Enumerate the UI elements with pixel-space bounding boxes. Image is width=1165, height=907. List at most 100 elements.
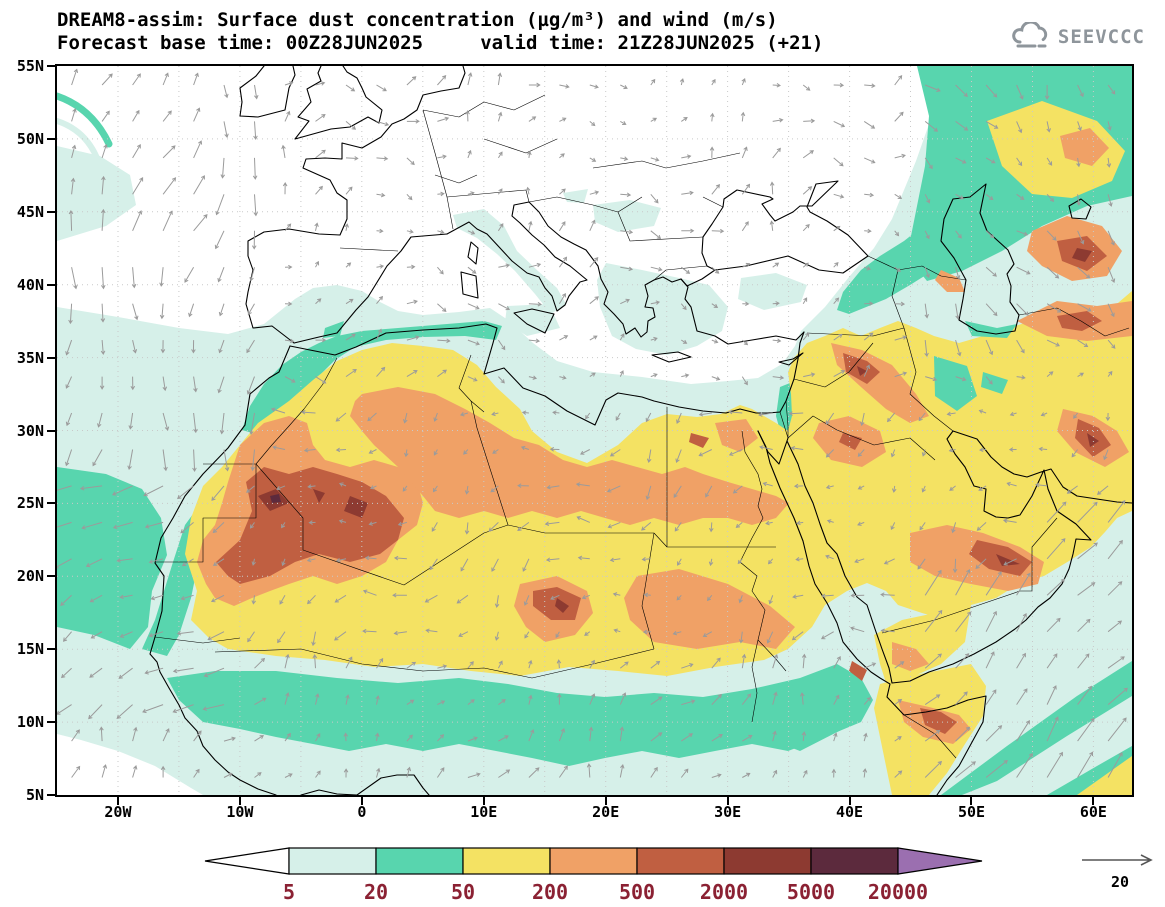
x-tick-label: 20W [104, 803, 132, 821]
colorbar-label: 20 [364, 880, 388, 903]
y-tick-label: 30N [16, 421, 44, 440]
wind-reference-arrow-icon [1082, 854, 1153, 866]
logo-text: SEEVCCC [1057, 26, 1145, 48]
cloud-icon [1009, 20, 1051, 52]
x-axis-tick [360, 797, 363, 805]
border-arabia [785, 327, 1058, 634]
graticule-lines [57, 66, 1132, 795]
fill-turkmen-brick [1057, 311, 1102, 331]
country-borders [154, 94, 1130, 759]
x-tick-label: 0 [357, 803, 367, 821]
figure-titles: DREAM8-assim: Surface dust concentration… [57, 9, 823, 55]
border-israel-jordan [779, 411, 789, 439]
coast-iberia-france-northsea [245, 66, 466, 344]
fill-danakil-brick [849, 661, 867, 681]
fill-dark-spot-rub-al-khali [996, 554, 1020, 566]
wind-arrows [57, 68, 1128, 778]
fill-azerbaijan-orange [935, 270, 965, 292]
coast-red-sea-west-gulf-of-aden [757, 430, 987, 795]
y-axis-tick [47, 283, 57, 286]
fill-dark-spot-sistan [1087, 433, 1099, 447]
x-axis-tick [1092, 797, 1095, 805]
x-axis-tick [970, 797, 973, 805]
x-axis-tick [238, 797, 241, 805]
coast-britain [294, 66, 383, 140]
y-axis-tick [47, 356, 57, 359]
border-western-sahara [155, 463, 257, 563]
coast-ireland [239, 66, 296, 118]
chart-title: DREAM8-assim: Surface dust concentration… [57, 9, 778, 31]
coast-aral [1068, 198, 1092, 220]
y-axis-tick [47, 137, 57, 140]
fill-dark-spot-algeria-2 [313, 489, 325, 503]
coast-spain-med [293, 233, 448, 344]
coast-sinai [757, 430, 789, 465]
fill-central-sahara-orange [350, 387, 789, 525]
coast-arabia-gulf-iran [786, 430, 1132, 684]
x-tick-label: 50E [957, 803, 986, 821]
fill-balkan-cyan [593, 200, 661, 232]
coast-corsica [467, 241, 479, 265]
fill-egypt-brick [689, 433, 709, 448]
x-tick-label: 10W [226, 803, 254, 821]
colorbar-arrow-below-min [204, 847, 290, 875]
fill-iran-teal-spot [981, 372, 1008, 394]
fill-corner-yellow-wedge [1077, 756, 1132, 795]
border-egypt-libya-sudan [641, 407, 776, 650]
x-axis-tick [726, 797, 729, 805]
y-axis-tick [47, 65, 57, 67]
x-tick-label: 20E [592, 803, 620, 821]
colorbar-label: 20000 [868, 880, 928, 903]
border-tunisia-libya-algeria [458, 354, 509, 526]
colorbar-segment [549, 847, 638, 875]
coastlines [149, 66, 1132, 795]
border-senegal-mauritania [154, 636, 241, 644]
fill-northeast-yellow [987, 101, 1125, 198]
fill-sudan-orange [624, 569, 795, 649]
colorbar-label: 50 [451, 880, 475, 903]
dust-fill-contours [57, 66, 1132, 795]
fill-atlantic-teal [57, 467, 167, 649]
y-tick-label: 10N [16, 713, 44, 732]
fill-darkest-spot-mauritania [270, 494, 281, 503]
colorbar-legend: 5 20 50 200 500 2000 5000 20000 [203, 845, 993, 907]
fill-northeast-orange-spot [1060, 128, 1109, 166]
colorbar-segment [288, 847, 377, 875]
map-frame [55, 64, 1134, 797]
coast-sicily [513, 308, 555, 334]
border-sahel [214, 648, 655, 679]
fill-arabian-sea-teal-band [941, 661, 1132, 795]
fill-italy-cyan [453, 209, 566, 314]
coast-black-sea [680, 180, 869, 287]
x-axis-tick [604, 797, 607, 805]
colorbar-label: 5 [283, 880, 295, 903]
colorbar: 5 20 50 200 500 2000 5000 20000 [204, 847, 983, 904]
coast-sardinia [460, 271, 479, 299]
colorbar-label: 200 [532, 880, 568, 903]
fill-dark-spot-syria [857, 366, 867, 376]
x-tick-label: 10E [470, 803, 498, 821]
y-axis-tick [47, 429, 57, 432]
fill-dark-spot-karakum [1072, 248, 1092, 262]
coast-balkans-greece [528, 201, 682, 338]
fill-spain-teal-spot [323, 321, 344, 338]
y-tick-label: 35N [16, 348, 44, 367]
seevccc-logo: SEEVCCC [1009, 20, 1145, 52]
fill-biscay-cyan [57, 146, 136, 241]
border-europe [339, 94, 741, 281]
colorbar-label: 2000 [700, 880, 748, 903]
fill-ethiopia-teal [764, 671, 849, 751]
graticule [57, 66, 1132, 795]
fill-anatolia-cyan [738, 273, 807, 310]
fill-corner-arc-cyan [57, 118, 100, 161]
colorbar-label: 5000 [787, 880, 835, 903]
y-tick-label: 50N [16, 129, 44, 148]
x-tick-label: 60E [1079, 803, 1107, 821]
fill-dark-spot-bodele [555, 598, 569, 613]
coast-caspian [940, 183, 1020, 335]
coast-gulf-of-guinea [300, 774, 430, 795]
wind-arrow-field [57, 68, 1128, 778]
colorbar-segment [636, 847, 725, 875]
coast-crete [651, 351, 692, 363]
